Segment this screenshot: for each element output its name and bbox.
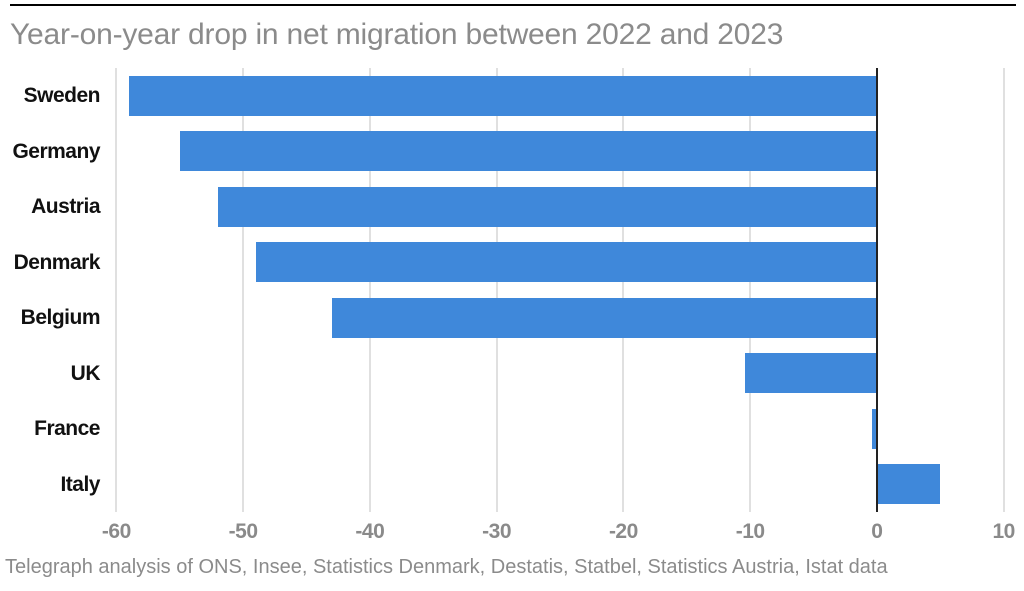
x-axis-ticks: -60 -50 -40 -30 -20 -10 0 10: [102, 520, 1015, 548]
bar-sweden: [129, 75, 877, 116]
gridline--40: [368, 68, 371, 512]
gridline--60: [115, 68, 118, 512]
category-label-austria: Austria: [31, 195, 100, 218]
x-tick-label--40: -40: [355, 520, 385, 543]
bar-belgium: [331, 297, 877, 338]
bar-uk: [745, 353, 877, 394]
x-tick-label--60: -60: [101, 520, 131, 543]
category-label-france: France: [34, 417, 100, 440]
top-rule: [10, 4, 1016, 6]
bar-germany: [179, 131, 877, 172]
bar-denmark: [255, 242, 877, 283]
x-tick-label--50: -50: [228, 520, 258, 543]
chart-title: Year-on-year drop in net migration betwe…: [10, 18, 784, 51]
gridline--10: [749, 68, 752, 512]
gridline--20: [622, 68, 625, 512]
category-label-denmark: Denmark: [13, 250, 101, 274]
gridline--30: [495, 68, 498, 512]
x-tick-label--30: -30: [482, 520, 512, 543]
plot-area: [110, 68, 1010, 512]
category-label-uk: UK: [70, 361, 101, 385]
gridline-10: [1002, 68, 1005, 512]
gridline--50: [242, 68, 245, 512]
bar-austria: [217, 186, 877, 227]
source-note: Telegraph analysis of ONS, Insee, Statis…: [5, 556, 888, 578]
x-tick-label--20: -20: [608, 520, 638, 543]
x-tick-label-10: 10: [992, 520, 1015, 543]
category-label-germany: Germany: [12, 139, 100, 163]
bar-france: [871, 408, 877, 449]
x-tick-label--10: -10: [735, 520, 765, 543]
category-axis-labels: Sweden Germany Austria Denmark Belgium UK Fran…: [0, 68, 100, 512]
bar-italy: [876, 464, 941, 505]
category-label-sweden: Sweden: [23, 84, 101, 107]
category-label-belgium: Belgium: [20, 306, 101, 329]
x-tick-label-0: 0: [871, 520, 883, 543]
category-label-italy: Italy: [60, 472, 100, 496]
zero-axis-line: [875, 68, 878, 512]
